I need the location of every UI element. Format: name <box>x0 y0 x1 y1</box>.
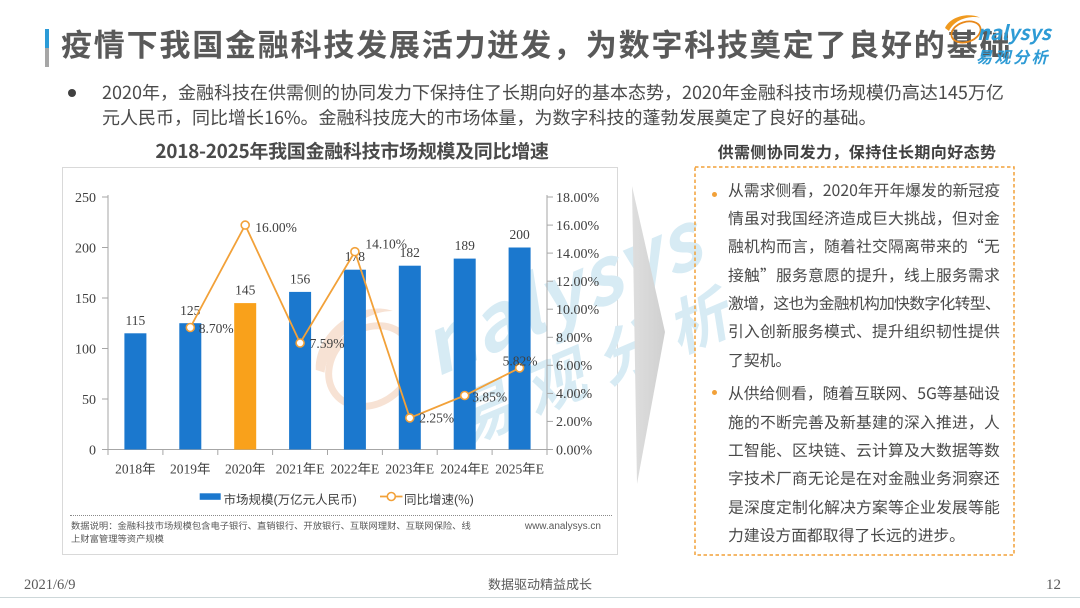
svg-text:150: 150 <box>75 292 96 307</box>
svg-text:0.00%: 0.00% <box>556 443 593 458</box>
svg-text:2.25%: 2.25% <box>419 410 454 425</box>
svg-text:市场规模(万亿元人民币): 市场规模(万亿元人民币) <box>224 489 357 508</box>
svg-text:50: 50 <box>82 393 96 408</box>
svg-text:2021年E: 2021年E <box>276 462 325 477</box>
svg-text:8.00%: 8.00% <box>556 331 593 346</box>
svg-text:100: 100 <box>75 342 96 357</box>
svg-text:16.00%: 16.00% <box>556 219 600 234</box>
svg-text:7.59%: 7.59% <box>310 336 345 351</box>
svg-text:5.82%: 5.82% <box>503 353 538 368</box>
svg-text:14.10%: 14.10% <box>365 237 407 252</box>
svg-text:156: 156 <box>290 271 311 286</box>
svg-text:同比增速(%): 同比增速(%) <box>404 489 474 508</box>
svg-text:2024年E: 2024年E <box>440 462 489 477</box>
svg-text:12.00%: 12.00% <box>556 275 600 290</box>
svg-text:2019年: 2019年 <box>170 462 211 477</box>
svg-text:18.00%: 18.00% <box>556 191 600 206</box>
svg-text:6.00%: 6.00% <box>556 359 593 374</box>
svg-text:115: 115 <box>126 313 146 328</box>
svg-text:2022年E: 2022年E <box>331 462 380 477</box>
svg-text:2.00%: 2.00% <box>556 415 593 430</box>
svg-text:2020年: 2020年 <box>225 462 266 477</box>
svg-text:200: 200 <box>509 227 529 242</box>
svg-text:250: 250 <box>75 191 96 206</box>
svg-text:200: 200 <box>75 241 96 256</box>
svg-text:189: 189 <box>455 238 476 253</box>
svg-text:16.00%: 16.00% <box>255 220 297 235</box>
svg-text:3.85%: 3.85% <box>472 390 507 405</box>
svg-text:14.00%: 14.00% <box>556 247 600 262</box>
svg-text:125: 125 <box>180 303 201 318</box>
svg-text:2023年E: 2023年E <box>385 462 434 477</box>
svg-text:2018年: 2018年 <box>115 462 155 477</box>
svg-text:10.00%: 10.00% <box>556 303 600 318</box>
svg-text:182: 182 <box>400 245 420 260</box>
svg-text:0: 0 <box>89 443 96 458</box>
svg-text:4.00%: 4.00% <box>556 387 593 402</box>
svg-text:145: 145 <box>235 283 256 298</box>
svg-text:2025年E: 2025年E <box>495 462 544 477</box>
svg-text:8.70%: 8.70% <box>199 321 234 336</box>
